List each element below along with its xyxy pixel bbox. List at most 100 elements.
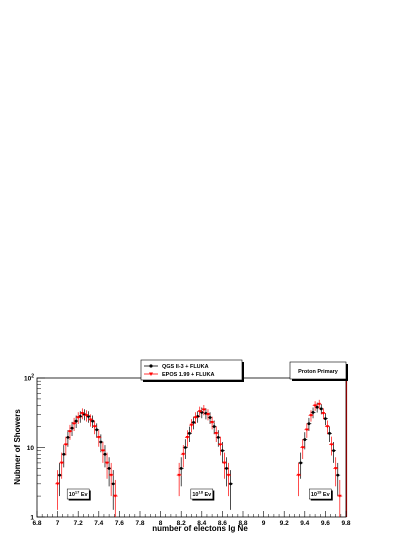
y-tick-label: 10 [27, 445, 35, 452]
data-point [317, 402, 322, 406]
data-point [188, 431, 191, 435]
data-point [80, 412, 85, 416]
data-point [66, 435, 70, 439]
x-tick-label: 8.2 [177, 520, 186, 527]
legend-label-epos: EPOS 1.99 + FLUKA [162, 372, 214, 378]
energy-label: 1018 Ev [190, 488, 215, 501]
annotation: Proton Primary [289, 361, 348, 381]
data-point [58, 473, 62, 477]
data-point [105, 461, 109, 465]
energy-box [66, 488, 90, 500]
data-point [64, 443, 68, 447]
data-point [70, 426, 74, 430]
data-point [303, 438, 307, 441]
data-point [329, 443, 334, 447]
data-point [76, 416, 80, 420]
x-tick-label: 9.6 [321, 520, 330, 527]
data-point [179, 467, 183, 470]
x-tick-label: 7.2 [74, 520, 83, 527]
data-point [99, 440, 103, 444]
data-point [109, 473, 113, 477]
energy-label: 1017 Ev [66, 488, 91, 501]
legend-marker-qgs [149, 364, 153, 368]
data-point [62, 452, 66, 456]
annotation-box [289, 361, 347, 380]
series-qgs [57, 402, 341, 510]
x-axis-label: number of electons lg Ne [152, 524, 248, 533]
data-point [107, 467, 111, 470]
x-tick-label: 7 [56, 520, 60, 527]
y-axis-label: Nubmer of Showers [13, 409, 22, 485]
x-tick-label: 9.2 [280, 520, 289, 527]
data-point [189, 423, 194, 427]
data-point [324, 417, 327, 421]
data-point [193, 416, 198, 420]
data-point [74, 419, 78, 423]
data-point [214, 432, 219, 436]
energy-text: 1019 Ev [311, 490, 331, 499]
x-tick-label: 7.8 [135, 520, 144, 527]
legend-box [140, 359, 243, 381]
energy-text: 1018 Ev [192, 490, 212, 499]
x-tick-label: 9.4 [300, 520, 309, 527]
data-point [221, 449, 224, 453]
data-point [72, 422, 76, 426]
data-point [319, 407, 323, 411]
energy-text: 1017 Ev [69, 490, 89, 499]
data-point [336, 473, 340, 477]
data-point [97, 436, 101, 440]
series-epos [55, 399, 343, 517]
data-point [225, 467, 228, 470]
legend-label-qgs: QGS II-3 + FLUKA [162, 364, 209, 370]
data-point [185, 436, 190, 440]
data-point [95, 428, 99, 432]
data-point [229, 482, 233, 486]
data-point [212, 425, 216, 428]
data-point [68, 430, 72, 434]
data-point [78, 415, 82, 418]
data-point [332, 449, 336, 453]
data-point [296, 473, 301, 477]
data-point [181, 452, 186, 457]
data-point [197, 410, 202, 414]
data-point [208, 416, 212, 419]
data-point [210, 421, 214, 425]
data-point [333, 467, 338, 471]
data-point [328, 431, 331, 435]
energy-label: 1019 Ev [309, 488, 333, 501]
data-point [311, 410, 315, 414]
legend-marker-epos [149, 372, 153, 376]
data-point [315, 405, 319, 409]
data-point [92, 425, 97, 429]
data-point [300, 446, 305, 450]
data-point [113, 494, 118, 498]
data-point [218, 443, 223, 447]
data-point [101, 449, 105, 453]
energy-box [190, 488, 214, 500]
legend: QGS II-3 + FLUKA EPOS 1.99 + FLUKA [140, 359, 244, 382]
data-point [177, 473, 181, 477]
data-point [84, 414, 89, 418]
data-point [103, 452, 107, 456]
data-point [305, 428, 309, 432]
data-point [183, 446, 187, 449]
data-point [325, 425, 330, 429]
x-tick-label: 6.8 [32, 520, 41, 527]
y-tick-label: 102 [24, 374, 34, 383]
data-point [307, 422, 311, 426]
data-point [111, 482, 115, 486]
data-point [206, 413, 210, 417]
x-tick-label: 8 [159, 520, 163, 527]
data-point [226, 473, 231, 477]
data-point [196, 415, 200, 418]
x-tick-label: 7.4 [94, 520, 103, 527]
data-point [55, 482, 60, 486]
data-point [87, 415, 90, 418]
x-tick-label: 9 [262, 520, 266, 527]
y-tick-label: 1 [30, 515, 34, 522]
data-point [202, 408, 206, 412]
annotation-text: Proton Primary [298, 369, 339, 375]
x-tick-label: 8.6 [218, 520, 227, 527]
data-point [299, 461, 303, 465]
